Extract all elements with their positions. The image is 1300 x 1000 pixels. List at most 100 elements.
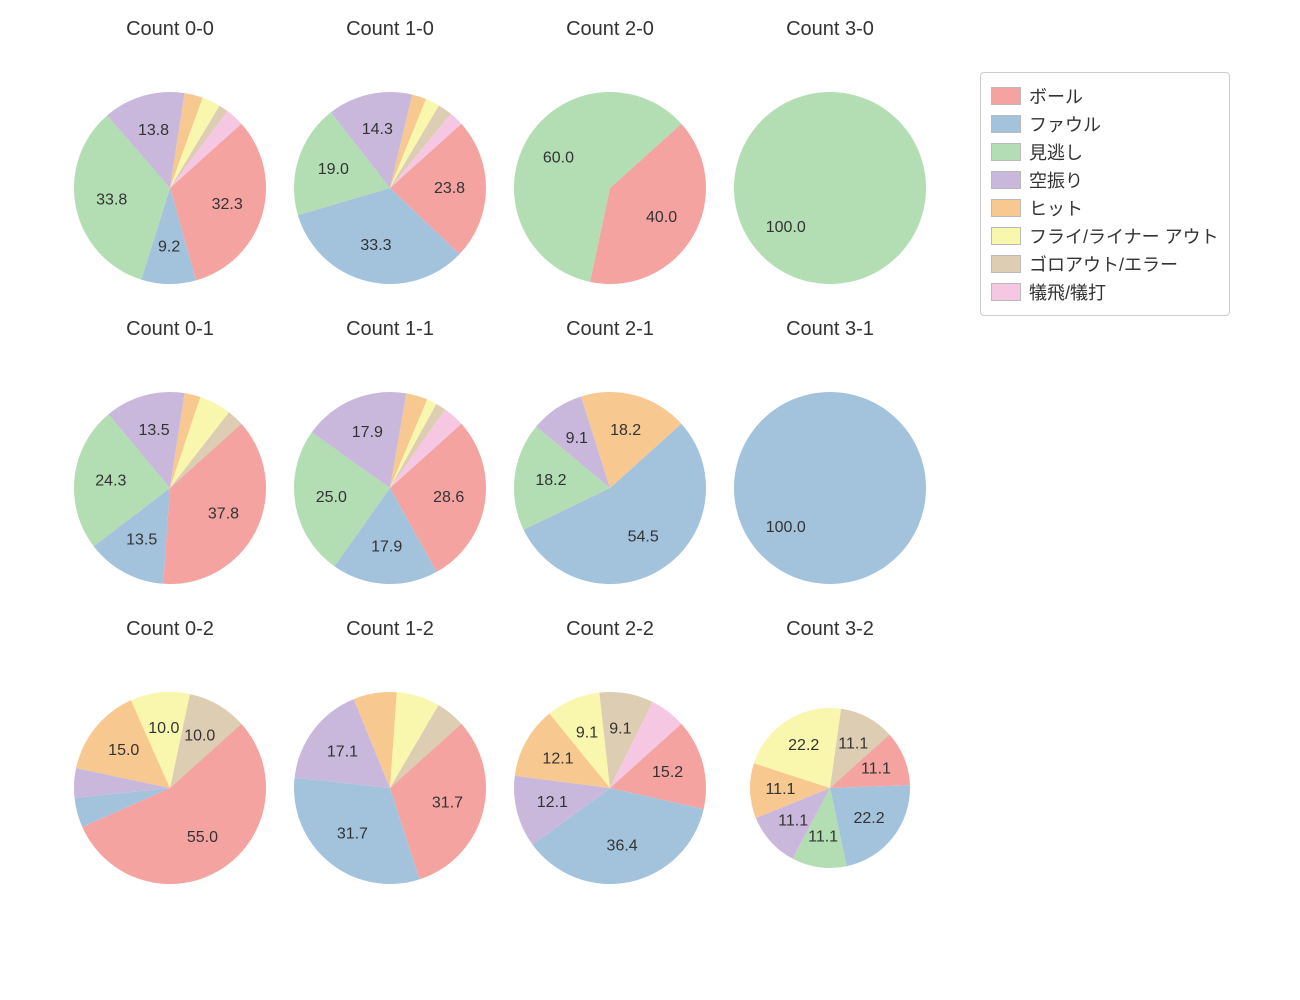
pie-slice-label: 24.3 [95, 473, 126, 490]
pie-slice-label: 9.2 [158, 239, 180, 256]
legend-swatch [991, 199, 1021, 217]
subplot-title: Count 1-1 [280, 318, 500, 341]
pie-chart: 100.0 [720, 310, 940, 610]
pie-chart: 28.617.925.017.9 [280, 310, 500, 610]
legend-label: ヒット [1029, 195, 1083, 221]
pie-chart: 40.0 60.0 [500, 10, 720, 310]
pie-slice-label: 10.0 [184, 728, 215, 745]
pie-slice-label: 54.5 [628, 529, 659, 546]
pie-slice-label: 60.0 [543, 149, 574, 166]
subplot-title: Count 2-0 [500, 18, 720, 41]
pie-slice-label: 33.8 [96, 191, 127, 208]
pie-slice-label: 31.7 [337, 825, 368, 842]
pie-slice-label: 37.8 [208, 505, 239, 522]
legend-row: 犠飛/犠打 [991, 279, 1219, 305]
legend-swatch [991, 143, 1021, 161]
subplot-title: Count 1-2 [280, 618, 500, 641]
subplot-count-3-2: Count 3-211.122.211.111.111.122.211.1 [720, 610, 940, 910]
legend-swatch [991, 255, 1021, 273]
pie-slice-label: 33.3 [360, 237, 391, 254]
pie-slice-label: 23.8 [434, 180, 465, 197]
pie-slice-label: 31.7 [432, 795, 463, 812]
pie-chart: 32.3 9.2 33.8 13.8 [60, 10, 280, 310]
subplot-count-2-1: Count 2-154.518.29.118.2 [500, 310, 720, 610]
pie-slice-label: 22.2 [788, 737, 819, 754]
subplot-title: Count 0-0 [60, 18, 280, 41]
pie-slice-label: 9.1 [609, 721, 631, 738]
legend-label: ボール [1029, 83, 1083, 109]
pie-slice-label: 55.0 [187, 829, 218, 846]
pie-slice-label: 25.0 [316, 489, 347, 506]
subplot-title: Count 2-2 [500, 618, 720, 641]
legend-row: ファウル [991, 111, 1219, 137]
legend-row: ボール [991, 83, 1219, 109]
legend: ボールファウル見逃し空振りヒットフライ/ライナー アウトゴロアウト/エラー犠飛/… [980, 72, 1230, 316]
pie-chart: 11.122.211.111.111.122.211.1 [720, 610, 940, 910]
subplot-count-2-2: Count 2-215.236.412.112.19.19.1 [500, 610, 720, 910]
pie-chart: 100.0 [720, 10, 940, 310]
pie-slice-label: 12.1 [542, 750, 573, 767]
pie-slice-label: 18.2 [610, 422, 641, 439]
pie-slice-look [734, 92, 926, 284]
legend-row: ヒット [991, 195, 1219, 221]
subplot-count-1-1: Count 1-128.617.925.017.9 [280, 310, 500, 610]
legend-swatch [991, 171, 1021, 189]
legend-row: フライ/ライナー アウト [991, 223, 1219, 249]
pie-slice-label: 11.1 [808, 828, 838, 845]
subplot-count-1-2: Count 1-2 31.7 31.7 17.1 [280, 610, 500, 910]
pie-slice-label: 32.3 [212, 196, 243, 213]
legend-label: 空振り [1029, 167, 1083, 193]
pie-slice-label: 11.1 [765, 781, 795, 798]
pie-slice-label: 11.1 [861, 761, 891, 778]
legend-swatch [991, 283, 1021, 301]
subplot-count-3-1: Count 3-1 100.0 [720, 310, 940, 610]
subplot-title: Count 3-0 [720, 18, 940, 41]
subplot-count-0-2: Count 0-255.015.010.010.0 [60, 610, 280, 910]
pie-slice-label: 14.3 [362, 121, 393, 138]
subplot-title: Count 3-1 [720, 318, 940, 341]
pie-grid-figure: Count 0-0 32.3 9.2 33.8 13.8 Count 1-0 23.8 33.… [0, 0, 1300, 1000]
pie-chart: 31.7 31.7 17.1 [280, 610, 500, 910]
pie-slice-label: 13.8 [138, 122, 169, 139]
legend-row: ゴロアウト/エラー [991, 251, 1219, 277]
pie-chart: 23.8 33.3 19.0 14.3 [280, 10, 500, 310]
pie-slice-label: 40.0 [646, 209, 677, 226]
pie-slice-label: 100.0 [766, 519, 806, 536]
subplot-title: Count 2-1 [500, 318, 720, 341]
pie-slice-label: 18.2 [535, 472, 566, 489]
pie-slice-label: 12.1 [537, 794, 568, 811]
pie-slice-label: 13.5 [126, 532, 157, 549]
pie-slice-label: 17.1 [327, 743, 358, 760]
pie-chart: 55.015.010.010.0 [60, 610, 280, 910]
subplot-title: Count 0-1 [60, 318, 280, 341]
pie-chart: 37.8 13.5 24.3 13.5 [60, 310, 280, 610]
pie-slice-label: 28.6 [433, 489, 464, 506]
subplot-count-0-0: Count 0-0 32.3 9.2 33.8 13.8 [60, 10, 280, 310]
legend-label: フライ/ライナー アウト [1029, 223, 1219, 249]
subplot-title: Count 1-0 [280, 18, 500, 41]
subplot-count-1-0: Count 1-0 23.8 33.3 19.0 14.3 [280, 10, 500, 310]
subplot-title: Count 3-2 [720, 618, 940, 641]
subplot-title: Count 0-2 [60, 618, 280, 641]
legend-row: 空振り [991, 167, 1219, 193]
pie-slice-label: 17.9 [371, 539, 402, 556]
subplot-count-3-0: Count 3-0 100.0 [720, 10, 940, 310]
pie-slice-label: 15.2 [652, 764, 683, 781]
pie-slice-label: 19.0 [318, 161, 349, 178]
pie-slice-label: 100.0 [766, 219, 806, 236]
pie-slice-label: 11.1 [778, 812, 808, 829]
pie-slice-label: 22.2 [854, 810, 885, 827]
legend-swatch [991, 115, 1021, 133]
subplot-count-0-1: Count 0-1 37.8 13.5 24.3 13.5 [60, 310, 280, 610]
pie-chart: 15.236.412.112.19.19.1 [500, 610, 720, 910]
legend-label: 犠飛/犠打 [1029, 279, 1106, 305]
pie-slice-label: 9.1 [576, 724, 598, 741]
pie-slice-label: 15.0 [108, 742, 139, 759]
pie-slice-label: 36.4 [607, 837, 638, 854]
legend-label: ゴロアウト/エラー [1029, 251, 1178, 277]
legend-swatch [991, 227, 1021, 245]
legend-row: 見逃し [991, 139, 1219, 165]
subplot-count-2-0: Count 2-0 40.0 60.0 [500, 10, 720, 310]
pie-slice-label: 13.5 [138, 422, 169, 439]
pie-chart: 54.518.29.118.2 [500, 310, 720, 610]
